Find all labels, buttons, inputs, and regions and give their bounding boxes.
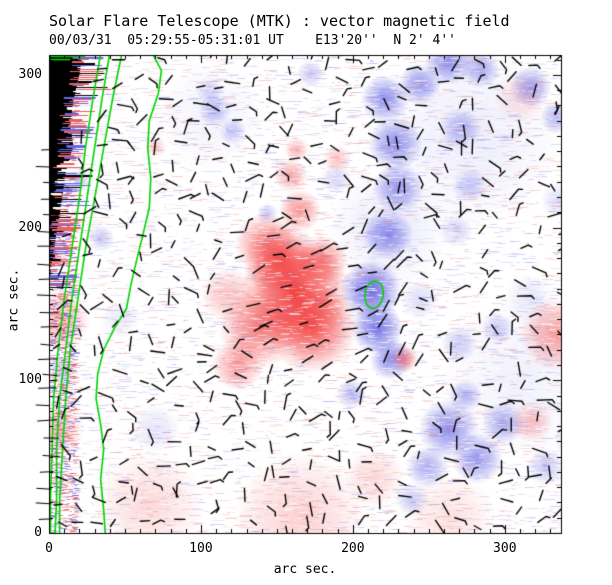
y-tick-label: 200: [18, 219, 42, 235]
x-tick-label: 100: [189, 541, 213, 556]
y-tick-label: 0: [34, 525, 42, 540]
figure-subtitle: 00/03/31 05:29:55-05:31:01 UT E13'20'' N…: [49, 33, 456, 48]
x-tick-label: 300: [493, 541, 517, 556]
y-tick-label: 300: [18, 66, 42, 82]
x-axis-title: arc sec.: [273, 562, 337, 577]
y-axis-title: arc sec.: [6, 268, 22, 332]
figure-title: Solar Flare Telescope (MTK) : vector mag…: [49, 12, 510, 30]
x-tick-label: 0: [45, 541, 53, 556]
y-tick-label: 100: [18, 372, 42, 388]
x-tick-label: 200: [341, 541, 365, 556]
